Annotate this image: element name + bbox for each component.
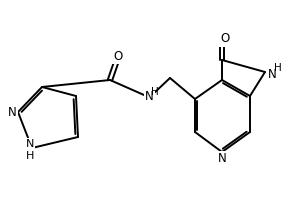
Text: N
H: N H (26, 139, 34, 161)
Text: N: N (145, 90, 154, 102)
Text: N: N (218, 152, 226, 166)
Text: O: O (113, 49, 123, 62)
Text: H: H (274, 63, 282, 73)
Text: O: O (220, 32, 230, 46)
Text: N: N (8, 106, 17, 118)
Text: H: H (151, 87, 159, 97)
Text: N: N (268, 68, 277, 80)
